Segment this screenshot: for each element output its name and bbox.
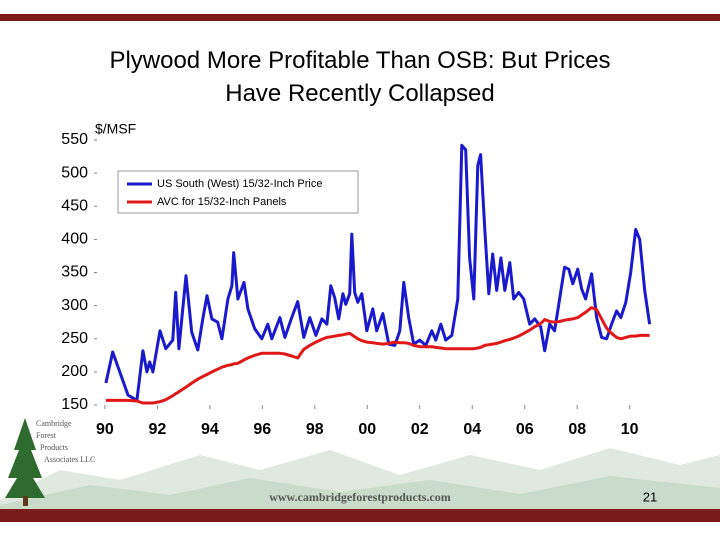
y-tick-label: 350	[61, 264, 88, 281]
mountains-front	[0, 476, 720, 510]
x-tick-label: 06	[516, 421, 534, 438]
x-tick-label: 94	[201, 421, 219, 438]
legend-box	[117, 170, 359, 214]
top-bar	[0, 14, 720, 21]
legend: US South (West) 15/32-Inch Price AVC for …	[117, 170, 359, 214]
y-tick-label: 400	[61, 231, 88, 248]
x-tick-label: 02	[411, 421, 429, 438]
url: www.cambridgeforestproducts.com	[269, 490, 451, 504]
page-number: 21	[643, 489, 657, 504]
y-tick-label: 200	[61, 363, 88, 380]
x-tick-label: 92	[148, 421, 166, 438]
chart-title: Plywood More Profitable Than OSB: But Pr…	[109, 47, 610, 107]
logo-text: Products	[40, 443, 68, 452]
legend-label: AVC for 15/32-Inch Panels	[157, 196, 287, 208]
logo-text: Associates LLC	[44, 455, 95, 464]
x-tick-label: 10	[621, 421, 639, 438]
series-line	[105, 306, 650, 405]
x-tick-label: 90	[96, 421, 114, 438]
y-tick-label: 300	[61, 297, 88, 314]
tree-logo	[5, 418, 45, 506]
y-tick-label: 500	[61, 164, 88, 181]
logo-text: Cambridge	[36, 419, 72, 428]
x-tick-label: 08	[568, 421, 586, 438]
x-tick-label: 98	[306, 421, 324, 438]
x-tick-label: 04	[463, 421, 481, 438]
logo-text: Forest	[36, 431, 57, 440]
bottom-bar	[0, 509, 720, 522]
legend-label: US South (West) 15/32-Inch Price	[157, 178, 322, 190]
y-tick-label: 550	[61, 131, 88, 148]
y-tick-label: 250	[61, 330, 88, 347]
y-axis-label: $/MSF	[95, 121, 136, 137]
y-tick-label: 150	[61, 396, 88, 413]
y-tick-label: 450	[61, 197, 88, 214]
x-tick-label: 00	[358, 421, 376, 438]
series-line	[104, 143, 652, 402]
x-tick-label: 96	[253, 421, 271, 438]
